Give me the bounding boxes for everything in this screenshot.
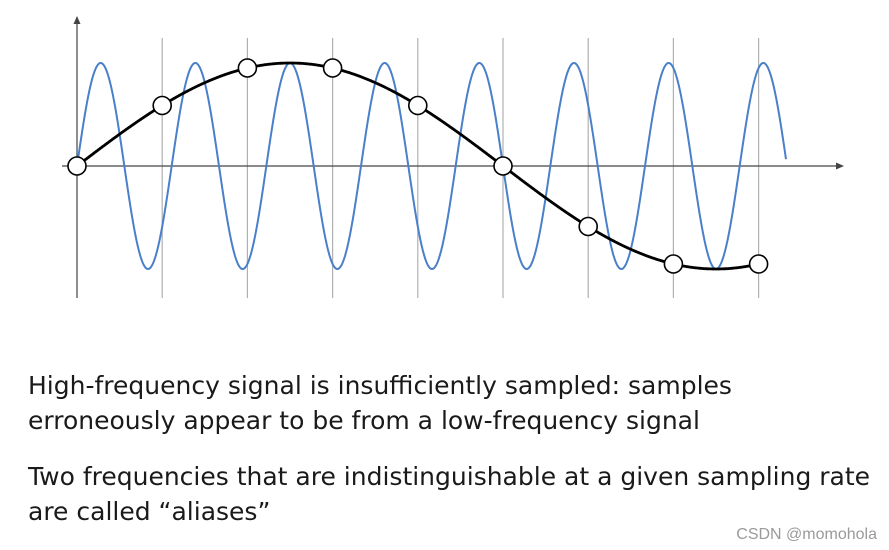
high-frequency-signal [76, 61, 787, 271]
caption-aliases-definition: Two frequencies that are indistinguishab… [28, 462, 871, 526]
sample-point [237, 58, 258, 78]
sample-point [152, 95, 172, 116]
axes [62, 16, 844, 298]
aliasing-diagram [62, 16, 844, 298]
x-axis-arrow-icon [836, 162, 844, 170]
sample-points [67, 58, 769, 274]
caption-insufficient-sampling: High-frequency signal is insufficiently … [28, 371, 732, 435]
sample-point [407, 95, 428, 116]
sample-point [578, 216, 599, 237]
watermark: CSDN @momohola [736, 526, 877, 543]
sample-point [67, 156, 87, 176]
sample-point [748, 254, 769, 274]
sample-point [493, 156, 513, 176]
y-axis-arrow-icon [73, 16, 81, 24]
sample-point [322, 58, 343, 78]
sample-point [663, 254, 684, 274]
